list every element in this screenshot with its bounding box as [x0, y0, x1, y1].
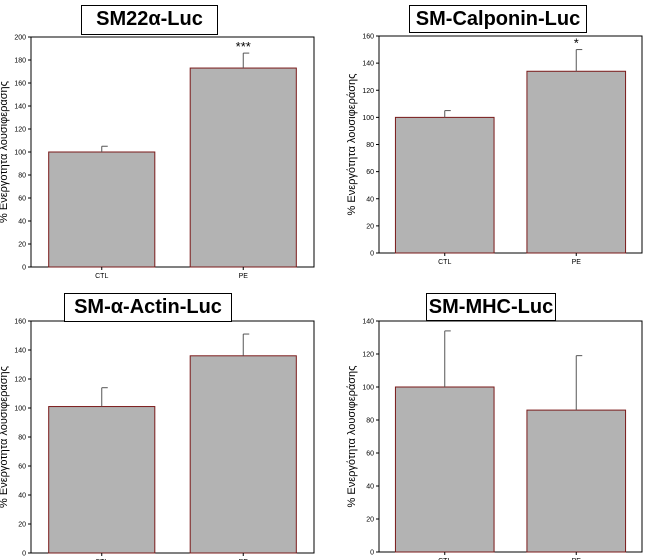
y-tick-label: 140 [362, 61, 374, 68]
x-tick-label: PE [239, 273, 249, 280]
chart-title: SM-α-Actin-Luc [64, 293, 232, 322]
y-tick-label: 20 [366, 517, 374, 524]
bar-pe [526, 409, 627, 553]
chart-title: SM22α-Luc [81, 5, 218, 35]
x-tick-label: PE [572, 558, 582, 560]
y-tick-label: 0 [22, 551, 26, 558]
y-tick-label: 80 [366, 418, 374, 425]
y-tick-label: 0 [370, 550, 374, 557]
bar-chart-svg: 0 20 40 60 80 100 120 140 160 180 200 % Ενεργότητα … [0, 35, 315, 280]
chart-panel-sm-calponin: SM-Calponin-Luc 0 20 40 60 80 100 120 140 160 % Ε… [327, 0, 647, 275]
chart-panel-sm22a: SM22α-Luc 0 20 40 60 80 100 120 140 160 180 200 % Ε… [0, 0, 320, 280]
y-tick-label: 60 [18, 196, 26, 203]
bar-ctl [48, 151, 156, 268]
y-tick-label: 40 [18, 219, 26, 226]
y-tick-label: 160 [14, 81, 26, 88]
significance-label: *** [236, 39, 251, 54]
y-tick-label: 0 [370, 251, 374, 258]
x-tick-label: PE [572, 259, 582, 266]
bar-ctl [394, 116, 495, 254]
bar-chart-svg: 0 20 40 60 80 100 120 140 160 % Ενεργότητα λουσιφ… [346, 34, 643, 266]
y-tick-label: 80 [18, 173, 26, 180]
y-tick-label: 80 [366, 142, 374, 149]
bar-chart-svg: 0 20 40 60 80 100 120 140 % Ενεργότητα λουσιφερά… [346, 319, 643, 560]
bar-chart-svg: 0 20 40 60 80 100 120 140 160 % Ενεργότητα λουσιφ… [0, 319, 315, 560]
y-tick-label: 60 [366, 451, 374, 458]
bar-pe [526, 70, 627, 254]
y-tick-label: 180 [14, 58, 26, 65]
y-tick-label: 140 [14, 348, 26, 355]
significance-label: * [574, 36, 579, 51]
y-tick-label: 120 [362, 352, 374, 359]
y-tick-label: 40 [366, 196, 374, 203]
bar-pe [189, 355, 297, 554]
y-axis-label: % Ενεργότητα λουσιφεράσης [346, 74, 358, 216]
bar-ctl [48, 406, 156, 554]
chart-title: SM-Calponin-Luc [409, 5, 587, 33]
chart-panel-sm-a-actin: SM-α-Actin-Luc 0 20 40 60 80 100 120 140 160 % Εν… [0, 283, 320, 560]
y-tick-label: 100 [14, 150, 26, 157]
y-tick-label: 60 [18, 464, 26, 471]
y-tick-label: 120 [14, 377, 26, 384]
y-tick-label: 200 [14, 35, 26, 42]
chart-title: SM-MHC-Luc [426, 293, 556, 321]
x-tick-label: CTL [438, 259, 451, 266]
y-tick-label: 160 [14, 319, 26, 326]
y-tick-label: 0 [22, 265, 26, 272]
bar-ctl [394, 386, 495, 553]
y-tick-label: 100 [362, 385, 374, 392]
y-tick-label: 100 [362, 115, 374, 122]
y-tick-label: 160 [362, 34, 374, 41]
y-tick-label: 20 [18, 242, 26, 249]
x-tick-label: CTL [95, 273, 108, 280]
y-tick-label: 120 [362, 88, 374, 95]
chart-panel-sm-mhc: SM-MHC-Luc 0 20 40 60 80 100 120 140 % Ενεργότητ… [327, 283, 647, 560]
x-tick-label: CTL [438, 558, 451, 560]
y-tick-label: 20 [18, 522, 26, 529]
y-axis-label: % Ενεργότητα λουσιφεράσης [346, 366, 358, 508]
y-tick-label: 100 [14, 406, 26, 413]
y-axis-label: % Ενεργότητα λουσιφεράσης [0, 366, 10, 508]
y-tick-label: 20 [366, 223, 374, 230]
y-tick-label: 40 [18, 493, 26, 500]
y-tick-label: 120 [14, 127, 26, 134]
y-tick-label: 140 [14, 104, 26, 111]
bar-pe [189, 67, 297, 268]
y-tick-label: 40 [366, 484, 374, 491]
y-tick-label: 140 [362, 319, 374, 326]
y-axis-label: % Ενεργότητα λουσιφεράσης [0, 81, 10, 223]
y-tick-label: 80 [18, 435, 26, 442]
y-tick-label: 60 [366, 169, 374, 176]
